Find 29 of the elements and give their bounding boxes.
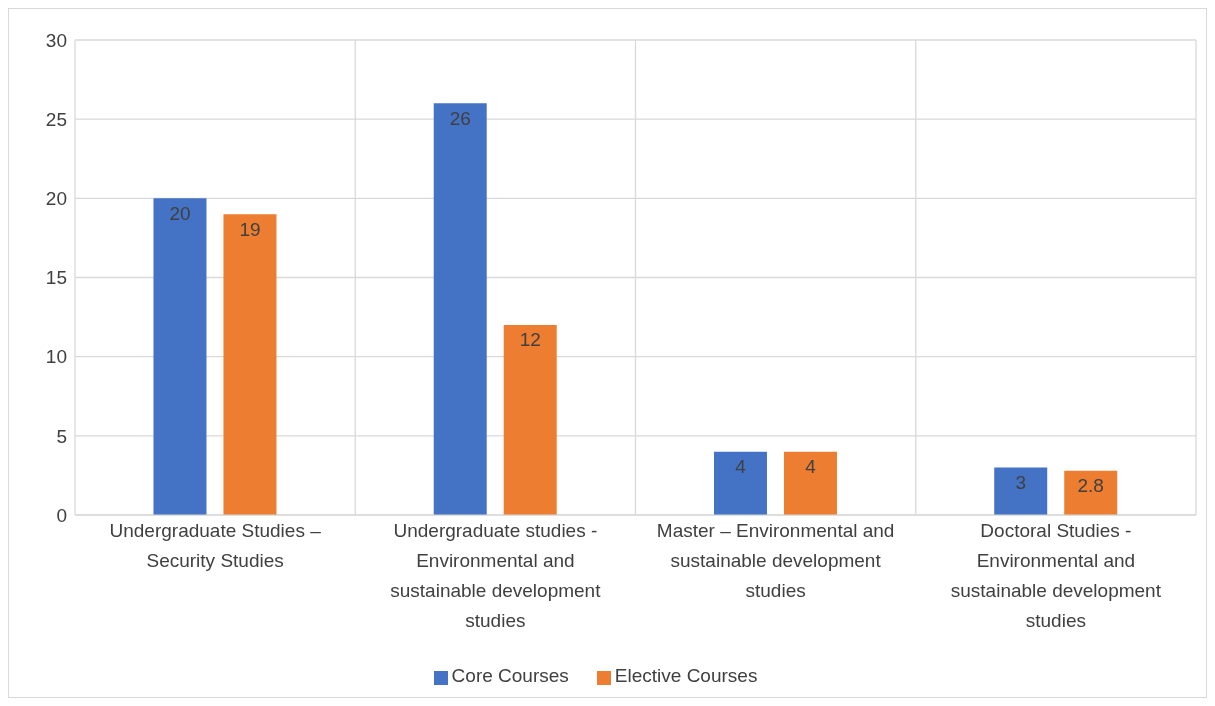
data-label: 26 <box>449 107 471 129</box>
data-label: 19 <box>239 218 261 240</box>
data-label: 3 <box>1015 471 1027 493</box>
bar <box>433 103 487 515</box>
bar <box>153 198 207 515</box>
bar <box>713 451 767 515</box>
data-label: 4 <box>735 456 747 478</box>
y-tick-label: 20 <box>45 188 67 210</box>
x-tick-label: Master – Environmental and sustainable development studies <box>656 520 895 601</box>
bar <box>783 451 837 515</box>
y-tick-label: 5 <box>56 425 67 447</box>
y-tick-label: 0 <box>56 504 67 526</box>
data-label: 4 <box>805 456 817 478</box>
data-label: 12 <box>519 329 541 351</box>
bar <box>503 325 557 515</box>
legend-label: Elective Courses <box>614 665 758 686</box>
x-tick-label: Doctoral Studies - Environmental and sustainable development studies <box>950 520 1162 631</box>
y-tick-label: 15 <box>45 267 67 289</box>
bar <box>1064 470 1118 515</box>
y-tick-label: 30 <box>45 29 67 51</box>
y-tick-label: 25 <box>45 108 67 130</box>
data-label: 20 <box>169 202 191 224</box>
x-tick-label: Undergraduate studies - Environmental and sustainable development studies <box>390 520 602 631</box>
x-tick-label: Undergraduate Studies – Security Studies <box>109 520 322 571</box>
bar <box>994 467 1048 515</box>
y-tick-label: 10 <box>45 346 67 368</box>
bar <box>223 214 277 515</box>
data-label: 2.8 <box>1077 475 1104 497</box>
legend-label: Core Courses <box>451 665 569 686</box>
